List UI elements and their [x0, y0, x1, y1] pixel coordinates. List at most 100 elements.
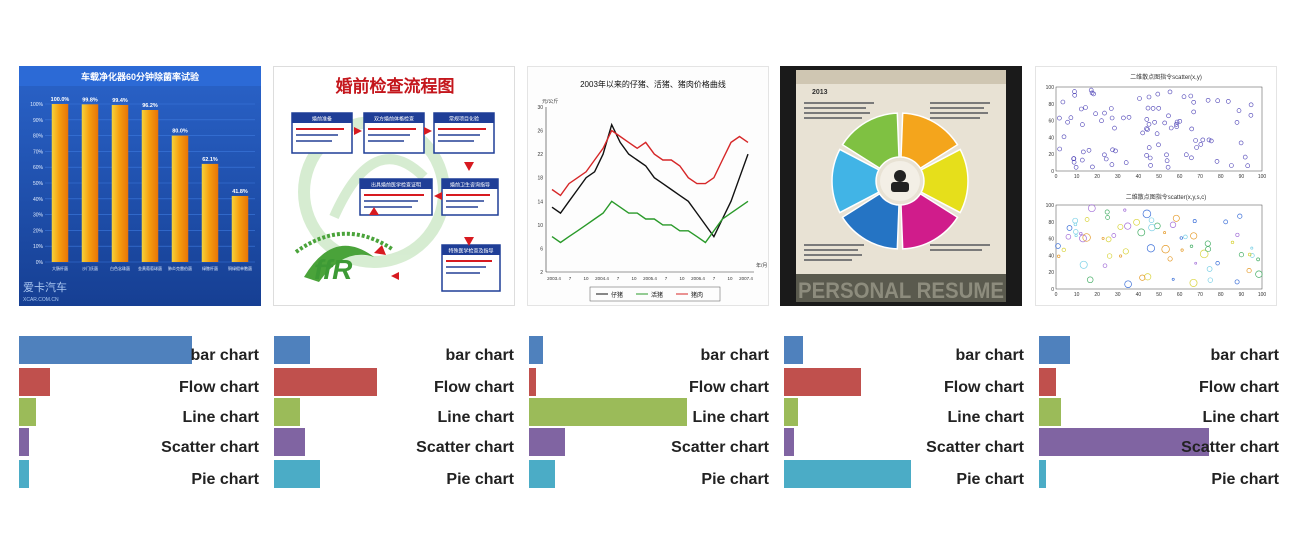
scatter-thumb-x-tick: 100 — [1258, 292, 1267, 298]
probability-bar-5 — [19, 460, 29, 488]
bar-thumb-y-tick: 50% — [33, 181, 44, 187]
bar-panel-5: bar chart Flow chart Line chart Scatter cha… — [1039, 336, 1279, 496]
scatter-thumb-point — [1223, 219, 1229, 225]
probability-bar-1 — [19, 336, 192, 364]
flow-thumb-arrows — [354, 127, 474, 280]
line-thumb-legend-0: 仔猪 — [611, 291, 623, 299]
scatter-thumb-point — [1207, 277, 1213, 283]
bar-thumb-watermark-sub: XCAR.COM.CN — [23, 297, 59, 303]
scatter-thumb-point — [1123, 160, 1129, 165]
category-label: Line chart — [947, 409, 1024, 426]
line-thumb-y-tick: 22 — [537, 152, 543, 158]
scatter-thumb-point — [1071, 156, 1076, 161]
svg-text:ffR: ffR — [314, 254, 353, 285]
scatter-thumb-point — [1167, 256, 1173, 262]
scatter-thumb-point — [1165, 164, 1171, 170]
scatter-thumb-point — [1133, 218, 1140, 226]
scatter-thumb-point — [1080, 149, 1086, 155]
scatter-thumb-point — [1078, 106, 1084, 112]
pie-thumb-segment — [900, 192, 959, 250]
scatter-thumb-point — [1124, 280, 1132, 288]
scatter-thumb-point — [1072, 89, 1077, 94]
line-thumb-x-tick: 7 — [617, 276, 620, 281]
scatter-thumb-point — [1183, 234, 1188, 240]
scatter-thumb-point — [1236, 108, 1242, 113]
pie-thumb-segment — [920, 148, 969, 214]
scatter-thumb-point — [1238, 252, 1244, 258]
scatter-thumb-point — [1104, 209, 1110, 215]
scatter-thumb-point — [1248, 102, 1254, 108]
scatter-thumb-point — [1079, 260, 1088, 269]
bar-thumb-y-tick: 10% — [33, 244, 44, 250]
category-label: Scatter chart — [671, 439, 769, 456]
scatter-thumb-point — [1079, 231, 1083, 236]
scatter-thumb-point — [1192, 219, 1197, 224]
category-label: Scatter chart — [1181, 439, 1279, 456]
scatter-thumb-x-tick: 20 — [1094, 292, 1100, 298]
flow-thumb-box-header — [442, 245, 500, 255]
scatter-thumb-point — [1144, 153, 1149, 158]
scatter-thumb-point — [1073, 229, 1079, 235]
bar-thumb-y-tick: 40% — [33, 197, 44, 203]
scatter-thumb-point — [1071, 159, 1077, 165]
scatter-thumb-point — [1190, 232, 1198, 240]
scatter-thumb-point — [1189, 126, 1194, 132]
scatter-thumb-point — [1055, 243, 1061, 249]
scatter-thumb-point — [1150, 106, 1156, 111]
line-thumb-y-axis: 30 26 22 18 14 10 6 2 — [537, 105, 543, 276]
scatter-thumb-y-tick: 40 — [1048, 135, 1054, 141]
scatter-thumb-point — [1237, 213, 1243, 219]
probability-bar-3 — [274, 398, 300, 426]
probability-bar-3 — [19, 398, 36, 426]
scatter-thumb-point — [1234, 120, 1240, 125]
bar-panel-1: bar chart Flow chart Line chart Scatter cha… — [19, 336, 259, 496]
bar-thumb-value-label: 80.0% — [172, 129, 188, 135]
line-thumb-x-tick: 10 — [631, 276, 637, 281]
scatter-thumb-x-tick: 20 — [1094, 174, 1100, 180]
bar-thumb-x-tick: 白色念珠菌 — [110, 265, 130, 271]
bar-thumb-y-tick: 20% — [33, 228, 44, 234]
scatter-thumb-point — [1146, 145, 1152, 150]
scatter-thumb-point — [1139, 274, 1146, 281]
line-thumb-y-tick: 30 — [537, 105, 543, 111]
scatter-thumb-point — [1112, 125, 1117, 131]
scatter-thumb-point — [1169, 221, 1177, 228]
scatter-thumb-point — [1189, 278, 1198, 287]
flow-thumb-box-line — [296, 134, 338, 136]
scatter-thumb-point — [1099, 118, 1104, 124]
line-thumb-y-tick: 2 — [540, 270, 543, 276]
scatter-thumb-x-tick: 60 — [1177, 174, 1183, 180]
category-label: Scatter chart — [416, 439, 514, 456]
scatter-thumb-y-tick: 20 — [1048, 270, 1054, 276]
scatter-thumb-point — [1191, 99, 1196, 105]
probability-bar-1 — [529, 336, 543, 364]
bar-thumb-y-tick: 90% — [33, 118, 44, 124]
bar-panel-3: bar chart Flow chart Line chart Scatter cha… — [529, 336, 769, 496]
pie-thumb-year: 2013 — [812, 89, 828, 96]
bar-chart-figure: 车载净化器60分钟除菌率试验 100% 90% 80% 70% 60% 50% 40% 30%… — [19, 66, 261, 306]
scatter-thumb-point — [1230, 240, 1235, 245]
scatter-thumb-point — [1061, 247, 1066, 253]
line-thumb-xunit: 年/月 — [756, 262, 767, 269]
scatter-thumb-point — [1110, 147, 1115, 153]
line-thumb-x-tick: 2003.4 — [547, 276, 561, 281]
thumbnail-scatter-chart: 二维散点图指令scatter(x,y) 二维散点图指令scatter(x,y,s… — [1035, 66, 1277, 306]
scatter-thumb-point — [1255, 270, 1263, 278]
scatter-thumb-point — [1204, 240, 1211, 247]
probability-bar-3 — [784, 398, 798, 426]
bar-thumb-bar — [231, 195, 249, 262]
scatter-thumb-point — [1164, 152, 1169, 158]
scatter-thumb-point — [1174, 122, 1179, 127]
thumbnail-line-chart: 2003年以来的仔猪、活猪、猪肉价格曲线 元/公斤 30 26 22 18 14 10 6 2… — [527, 66, 769, 306]
bar-thumb-y-tick: 100% — [30, 102, 43, 108]
scatter-thumb-point — [1235, 232, 1240, 237]
line-thumb-x-tick: 2005.4 — [643, 276, 657, 281]
scatter-thumb-point — [1103, 156, 1109, 162]
flow-thumb-box-line — [446, 206, 478, 208]
scatter-thumb-x-tick: 70 — [1197, 174, 1203, 180]
probability-bar-4 — [1039, 428, 1209, 456]
flow-thumb-box-line — [446, 200, 484, 202]
scatter-thumb-point — [1126, 114, 1132, 120]
scatter-thumb-point — [1189, 155, 1194, 161]
